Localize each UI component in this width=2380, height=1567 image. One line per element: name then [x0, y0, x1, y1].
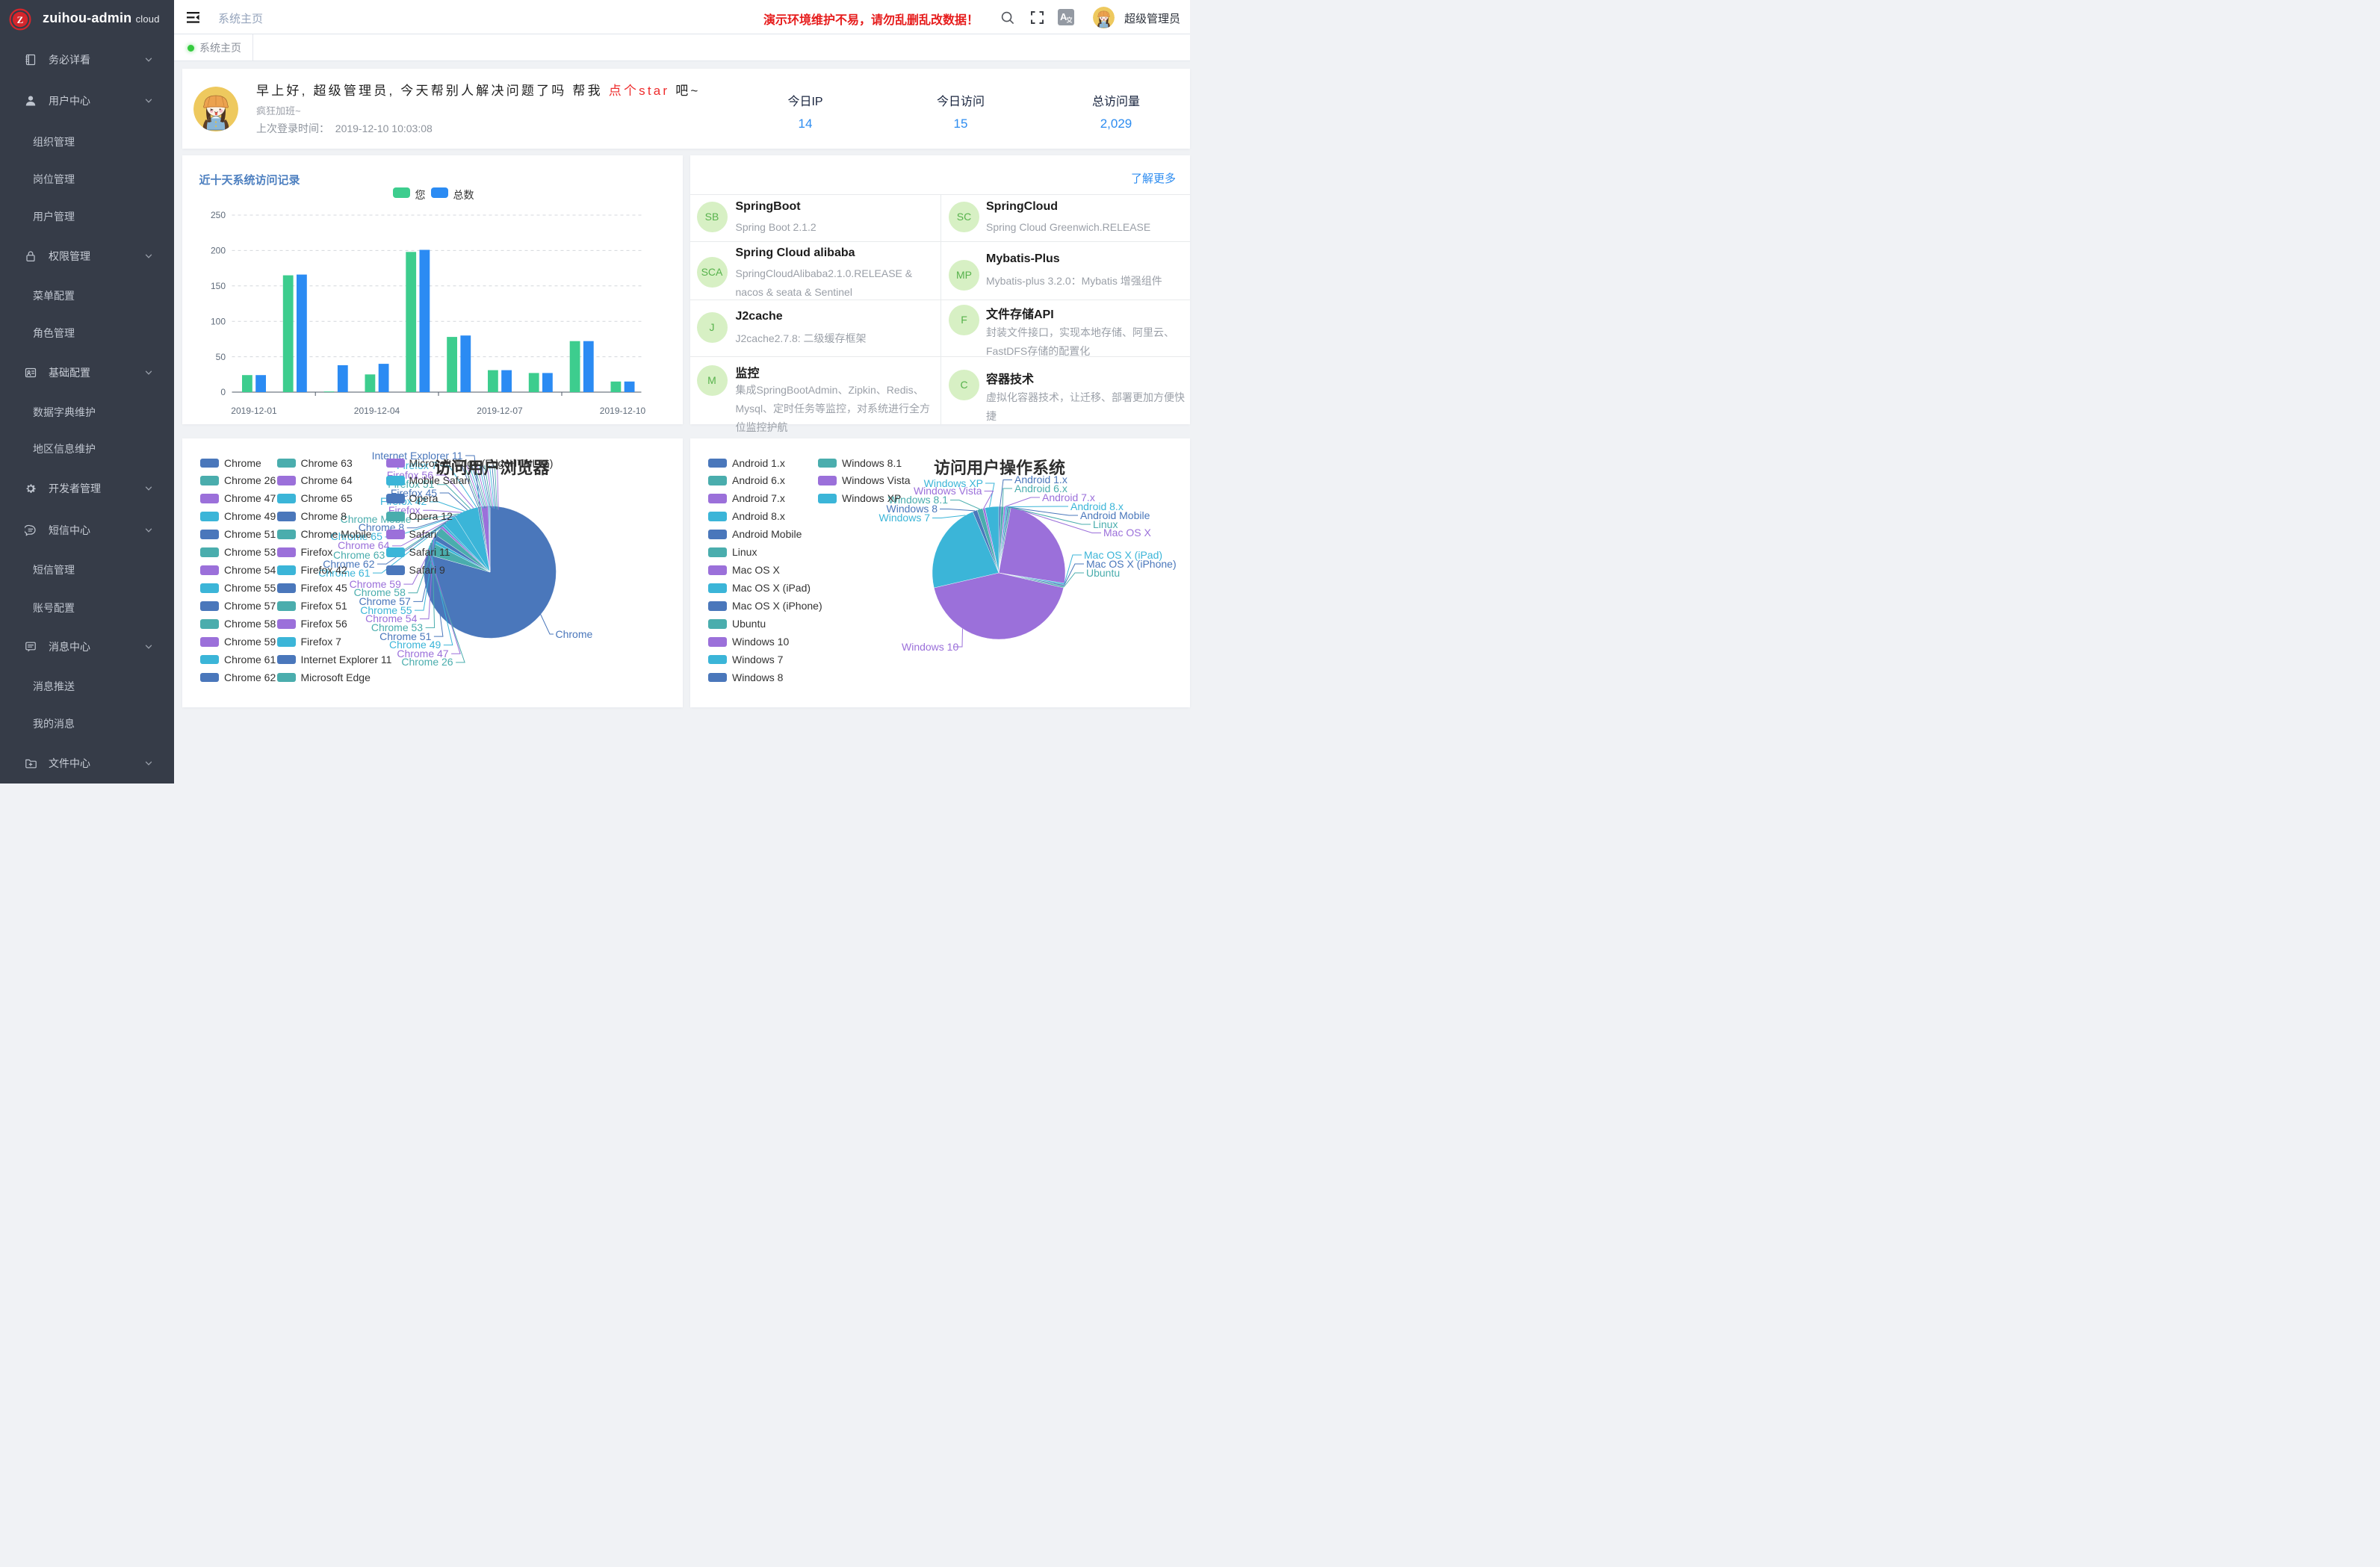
- svg-text:2019-12-01: 2019-12-01: [231, 406, 277, 416]
- svg-text:200: 200: [210, 246, 225, 256]
- svg-text:0: 0: [220, 387, 226, 397]
- svg-text:2019-12-10: 2019-12-10: [599, 406, 645, 416]
- svg-text:2019-12-04: 2019-12-04: [353, 406, 400, 416]
- svg-text:100: 100: [210, 316, 225, 326]
- svg-text:50: 50: [215, 352, 226, 362]
- svg-text:150: 150: [210, 281, 225, 291]
- svg-text:2019-12-07: 2019-12-07: [477, 406, 523, 416]
- svg-text:Z: Z: [17, 14, 24, 25]
- svg-text:250: 250: [210, 210, 225, 220]
